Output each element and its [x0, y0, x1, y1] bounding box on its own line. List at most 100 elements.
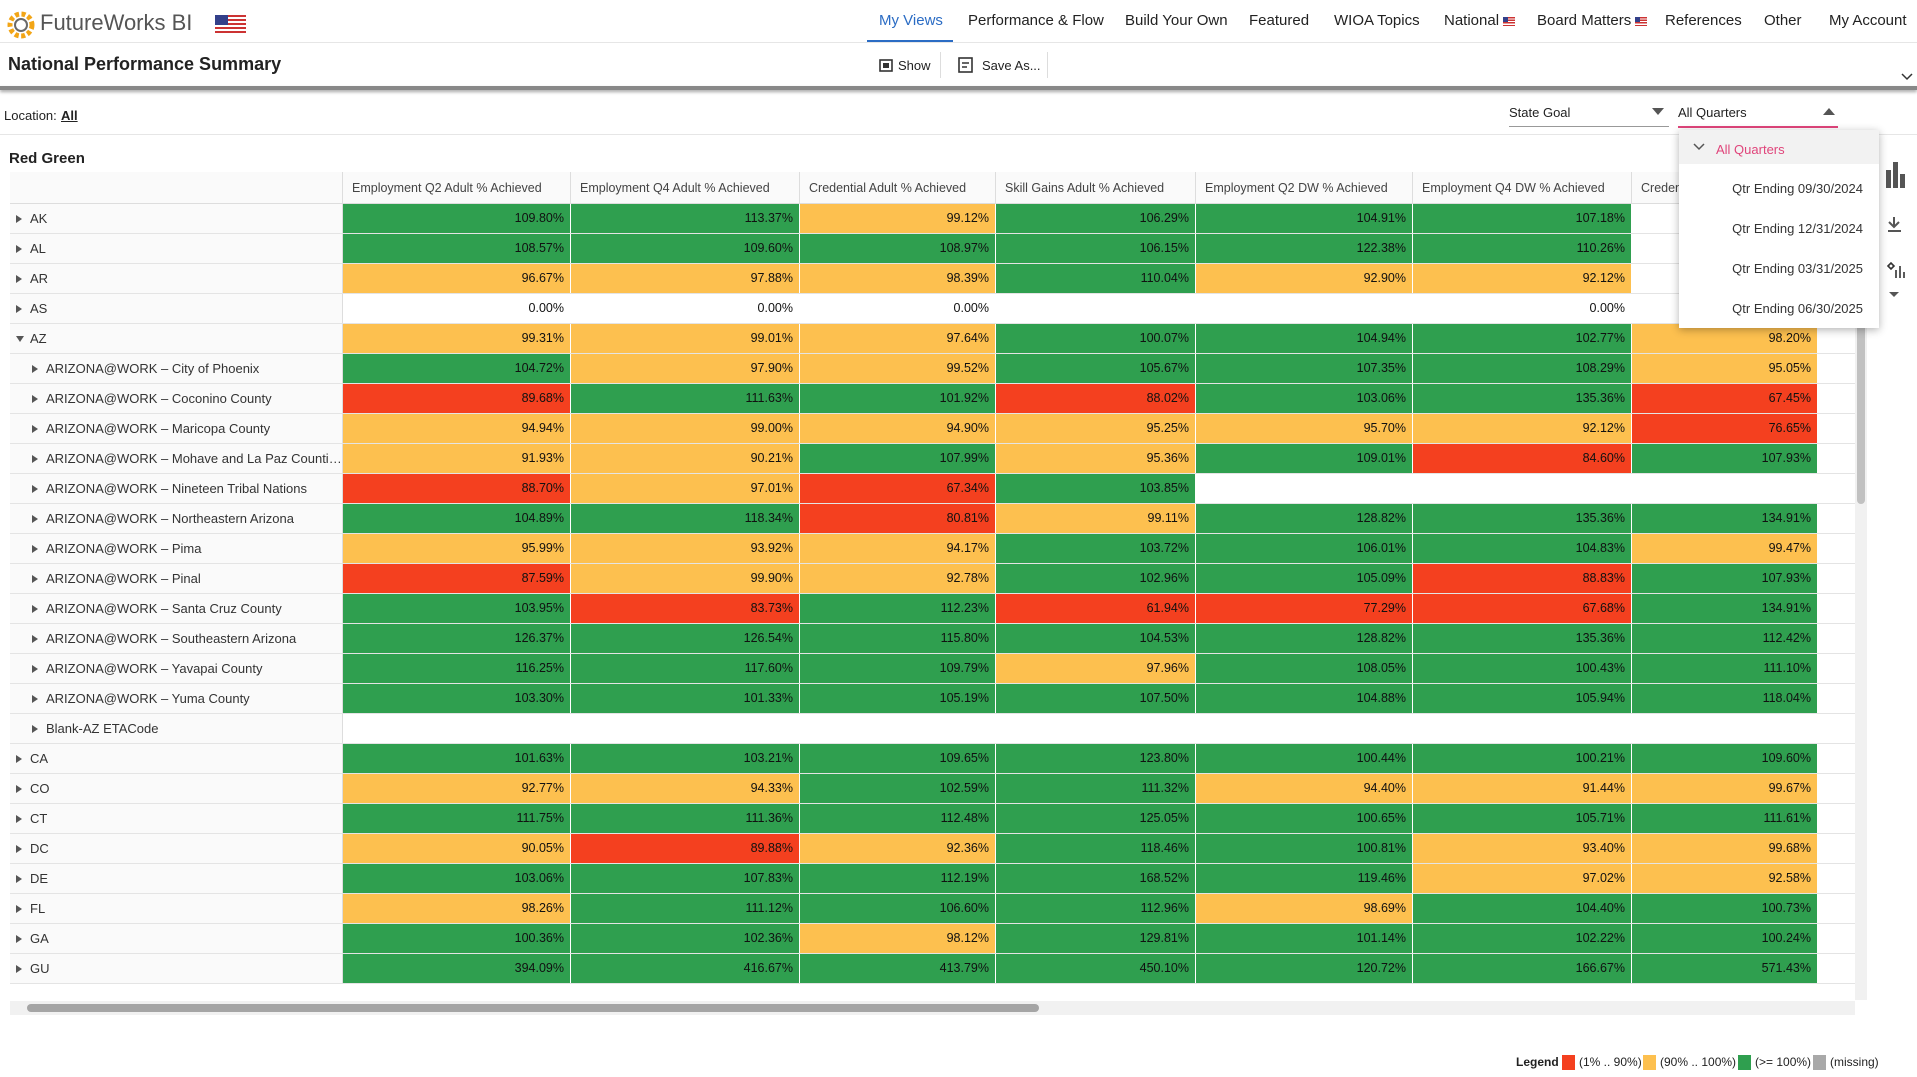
expand-toggle[interactable]	[16, 275, 22, 283]
cell: 111.61%	[1632, 804, 1818, 833]
row-label[interactable]: ARIZONA@WORK – Yuma County	[10, 684, 343, 713]
row-label[interactable]: FL	[10, 894, 343, 923]
row-label[interactable]: AR	[10, 264, 343, 293]
row-label[interactable]: ARIZONA@WORK – Yavapai County	[10, 654, 343, 683]
row-label[interactable]: CO	[10, 774, 343, 803]
cell: 95.99%	[343, 534, 571, 563]
header-spacer	[10, 172, 343, 204]
expand-toggle[interactable]	[16, 245, 22, 253]
nav-item[interactable]: References	[1665, 12, 1742, 29]
nav-item[interactable]: Featured	[1249, 12, 1310, 29]
dropdown-option[interactable]: Qtr Ending 03/31/2025	[1732, 261, 1863, 276]
expand-toggle[interactable]	[32, 485, 38, 493]
dropdown-option[interactable]: Qtr Ending 12/31/2024	[1732, 221, 1863, 236]
row-label[interactable]: AK	[10, 204, 343, 233]
goal-select[interactable]: State Goal	[1509, 105, 1571, 120]
expand-toggle[interactable]	[32, 665, 38, 673]
expand-toggle[interactable]	[32, 635, 38, 643]
nav-item[interactable]: Performance & Flow	[968, 12, 1104, 29]
table: Employment Q2 Adult % Achieved Employment…	[10, 172, 1855, 1000]
nav-item[interactable]: Build Your Own	[1125, 12, 1228, 29]
cell: 129.81%	[996, 924, 1196, 953]
dropdown-option[interactable]: Qtr Ending 06/30/2025	[1732, 301, 1863, 316]
expand-toggle[interactable]	[16, 336, 24, 342]
nav-item[interactable]: My Views	[879, 12, 943, 29]
expand-toggle[interactable]	[32, 575, 38, 583]
row-label[interactable]: AZ	[10, 324, 343, 353]
page-title: National Performance Summary	[8, 54, 282, 74]
cell: 104.72%	[343, 354, 571, 383]
show-button[interactable]: Show	[898, 58, 931, 73]
expand-toggle[interactable]	[32, 545, 38, 553]
expand-toggle[interactable]	[16, 785, 22, 793]
expand-toggle[interactable]	[16, 215, 22, 223]
row-label[interactable]: CA	[10, 744, 343, 773]
cell: 100.07%	[996, 324, 1196, 353]
row-label[interactable]: ARIZONA@WORK – Maricopa County	[10, 414, 343, 443]
location-value[interactable]: All	[61, 108, 78, 123]
row-label[interactable]: GA	[10, 924, 343, 953]
expand-toggle[interactable]	[32, 515, 38, 523]
row-label[interactable]: CT	[10, 804, 343, 833]
row-label[interactable]: DC	[10, 834, 343, 863]
nav-item[interactable]: WIOA Topics	[1334, 12, 1420, 29]
nav-item[interactable]: Other	[1764, 12, 1802, 29]
cell: 101.63%	[343, 744, 571, 773]
row-label[interactable]: GU	[10, 954, 343, 983]
cell: 92.12%	[1413, 264, 1632, 293]
expand-toggle[interactable]	[16, 845, 22, 853]
save-as-button[interactable]: Save As...	[982, 58, 1041, 73]
cell: 98.39%	[800, 264, 996, 293]
row-label[interactable]: AL	[10, 234, 343, 263]
dropdown-option[interactable]: All Quarters	[1716, 142, 1785, 157]
cell: 112.96%	[996, 894, 1196, 923]
row-label[interactable]: ARIZONA@WORK – Pinal	[10, 564, 343, 593]
expand-toggle[interactable]	[16, 815, 22, 823]
cell: 111.12%	[571, 894, 800, 923]
expand-toggle[interactable]	[32, 455, 38, 463]
flag	[1503, 16, 1516, 26]
expand-toggle[interactable]	[32, 365, 38, 373]
expand-toggle[interactable]	[32, 725, 38, 733]
expand-toggle[interactable]	[16, 305, 22, 313]
row-label[interactable]: ARIZONA@WORK – Santa Cruz County	[10, 594, 343, 623]
quarter-select[interactable]: All Quarters	[1678, 105, 1747, 120]
cell: 100.36%	[343, 924, 571, 953]
dropdown-option[interactable]: Qtr Ending 09/30/2024	[1732, 181, 1863, 196]
row-label[interactable]: ARIZONA@WORK – Mohave and La Paz Countie…	[10, 444, 343, 473]
legend-label: (90% .. 100%)	[1660, 1055, 1737, 1069]
nav-item[interactable]: Board Matters	[1537, 12, 1648, 29]
table-row: ARIZONA@WORK – Nineteen Tribal Nations 88…	[10, 474, 1855, 504]
expand-toggle[interactable]	[32, 425, 38, 433]
cell: 104.83%	[1413, 534, 1632, 563]
row-label[interactable]: ARIZONA@WORK – Southeastern Arizona	[10, 624, 343, 653]
expand-toggle[interactable]	[16, 935, 22, 943]
table-row: ARIZONA@WORK – Yuma County 103.30% 101.33%…	[10, 684, 1855, 714]
h-scrollbar[interactable]	[10, 1001, 1855, 1015]
row-label[interactable]: AS	[10, 294, 343, 323]
cell: 134.91%	[1632, 594, 1818, 623]
row-label[interactable]: ARIZONA@WORK – City of Phoenix	[10, 354, 343, 383]
expand-toggle[interactable]	[16, 965, 22, 973]
expand-toggle[interactable]	[16, 905, 22, 913]
row-label[interactable]: ARIZONA@WORK – Northeastern Arizona	[10, 504, 343, 533]
cell: 100.43%	[1413, 654, 1632, 683]
row-label[interactable]: DE	[10, 864, 343, 893]
row-label[interactable]: ARIZONA@WORK – Coconino County	[10, 384, 343, 413]
row-label[interactable]: ARIZONA@WORK – Nineteen Tribal Nations	[10, 474, 343, 503]
brand[interactable]: FutureWorks BI	[40, 10, 193, 35]
nav-item[interactable]: National	[1444, 12, 1516, 29]
row-label[interactable]: Blank-AZ ETACode	[10, 714, 343, 743]
expand-toggle[interactable]	[32, 605, 38, 613]
table-row: ARIZONA@WORK – Mohave and La Paz Countie…	[10, 444, 1855, 474]
expand-toggle[interactable]	[32, 695, 38, 703]
expand-toggle[interactable]	[16, 875, 22, 883]
nav-item[interactable]: My Account	[1829, 12, 1907, 29]
expand-toggle[interactable]	[32, 395, 38, 403]
row-label[interactable]: ARIZONA@WORK – Pima	[10, 534, 343, 563]
expand-toggle[interactable]	[16, 755, 22, 763]
side-icons[interactable]	[1884, 160, 1910, 300]
cell: 135.36%	[1413, 504, 1632, 533]
cell: 111.10%	[1632, 654, 1818, 683]
cell: 83.73%	[571, 594, 800, 623]
